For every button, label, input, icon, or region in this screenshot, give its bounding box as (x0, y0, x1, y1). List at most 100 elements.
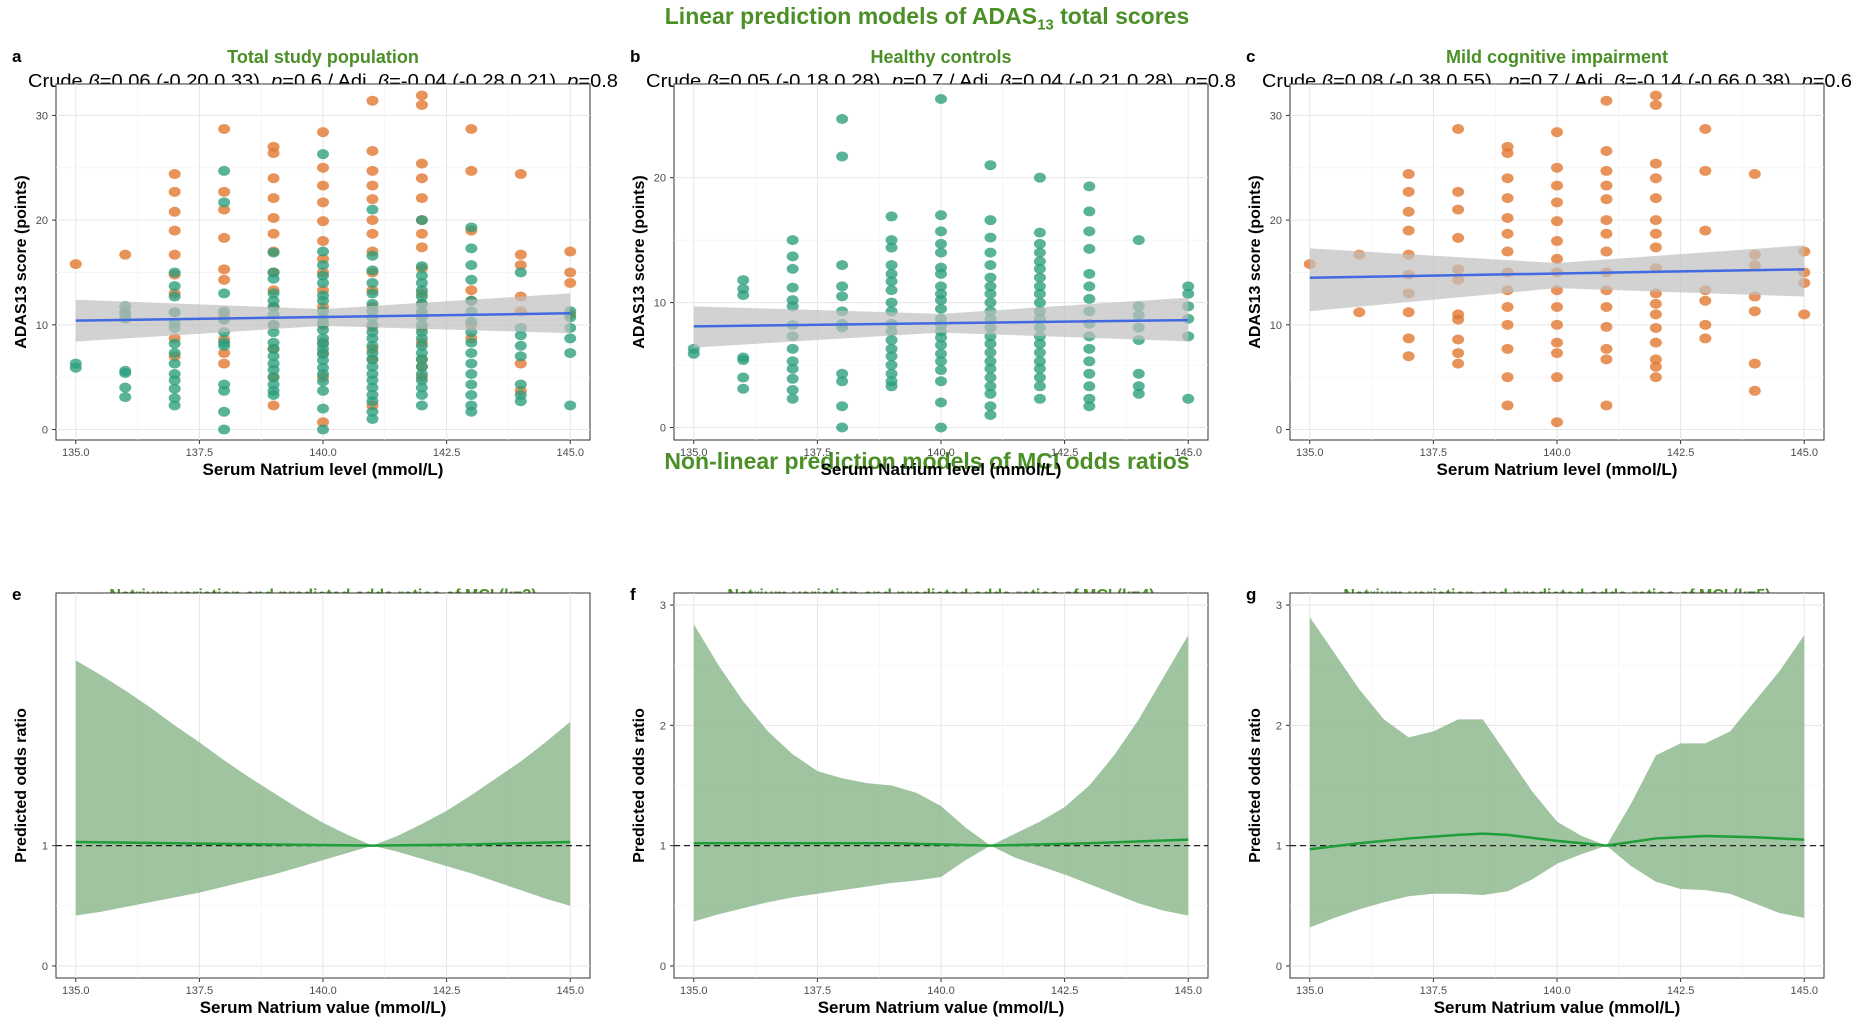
data-point (935, 356, 947, 367)
data-point (1083, 401, 1096, 412)
data-point (935, 340, 947, 351)
data-point (415, 215, 428, 226)
y-axis-label: Predicted odds ratio (631, 708, 648, 863)
y-tick-label: 0 (1276, 961, 1282, 973)
data-point (514, 358, 527, 369)
data-point (935, 247, 947, 258)
x-tick-label: 137.5 (186, 985, 214, 997)
data-point (1501, 246, 1514, 257)
x-tick-label: 145.0 (1174, 985, 1202, 997)
y-axis-label: Predicted odds ratio (1247, 708, 1264, 863)
data-point (935, 281, 947, 292)
x-tick-label: 142.5 (433, 985, 461, 997)
data-point (168, 186, 181, 197)
data-point (935, 238, 947, 249)
data-point (415, 270, 428, 281)
data-point (366, 215, 379, 226)
data-point (1649, 361, 1662, 372)
data-point (267, 343, 280, 354)
data-point (317, 162, 329, 173)
data-point (1600, 246, 1613, 257)
data-point (564, 267, 577, 278)
data-point (119, 382, 132, 393)
x-tick-label: 140.0 (927, 447, 955, 459)
data-point (885, 276, 898, 287)
data-point (415, 193, 428, 204)
data-point (119, 392, 132, 403)
x-axis-label: Serum Natrium level (mmol/L) (821, 460, 1062, 479)
data-point (168, 338, 181, 349)
data-point (1033, 238, 1046, 249)
data-point (415, 291, 428, 302)
data-point (1748, 385, 1761, 396)
data-point (267, 351, 280, 362)
data-point (1699, 124, 1712, 135)
x-tick-label: 140.0 (309, 985, 337, 997)
data-point (1748, 306, 1761, 317)
data-point (218, 406, 231, 417)
x-tick-label: 142.5 (1667, 985, 1695, 997)
data-point (465, 389, 478, 400)
data-point (1033, 393, 1046, 404)
x-tick-label: 140.0 (309, 447, 337, 459)
data-point (366, 396, 379, 407)
x-tick-label: 135.0 (680, 447, 708, 459)
data-point (218, 204, 231, 215)
data-point (885, 360, 898, 371)
data-point (1132, 381, 1145, 392)
data-point (984, 338, 997, 349)
data-point (366, 204, 379, 215)
data-point (1083, 243, 1096, 254)
data-point (168, 400, 181, 411)
y-tick-label: 20 (36, 215, 48, 227)
data-point (1452, 232, 1465, 243)
data-point (1798, 309, 1811, 320)
data-point (984, 260, 997, 271)
data-point (366, 194, 379, 205)
x-axis-label: Serum Natrium level (mmol/L) (1437, 460, 1678, 479)
data-point (317, 403, 329, 414)
data-point (1402, 206, 1415, 217)
data-point (786, 235, 799, 246)
x-tick-label: 137.5 (1420, 447, 1448, 459)
data-point (885, 285, 898, 296)
data-point (984, 281, 997, 292)
data-point (1600, 194, 1613, 205)
x-tick-label: 135.0 (680, 985, 708, 997)
data-point (1551, 319, 1563, 330)
data-point (415, 277, 428, 288)
data-point (1600, 215, 1613, 226)
data-point (984, 347, 997, 358)
data-point (1501, 173, 1514, 184)
data-point (168, 375, 181, 386)
data-point (267, 327, 280, 338)
x-tick-label: 135.0 (1296, 985, 1324, 997)
data-point (514, 340, 527, 351)
data-point (984, 272, 997, 283)
data-point (564, 277, 577, 288)
nonlinear-section-title: Non-linear prediction models of MCI odds… (664, 448, 1190, 474)
data-point (1649, 193, 1662, 204)
data-point (218, 186, 231, 197)
data-point (1182, 393, 1195, 404)
data-point (737, 372, 750, 383)
data-point (218, 358, 231, 369)
data-point (1452, 186, 1465, 197)
data-point (218, 385, 231, 396)
data-point (366, 146, 379, 157)
data-point (415, 333, 428, 344)
data-point (366, 250, 379, 261)
data-point (786, 363, 799, 374)
regression-line (75, 312, 571, 322)
y-axis-label: Predicted odds ratio (13, 708, 30, 863)
x-tick-label: 135.0 (62, 447, 90, 459)
data-point (1551, 236, 1563, 247)
data-point (317, 355, 329, 366)
data-point (1699, 225, 1712, 236)
data-point (687, 348, 700, 359)
data-point (935, 365, 947, 376)
data-point (1699, 319, 1712, 330)
data-point (69, 362, 82, 373)
confidence-band (1309, 617, 1805, 928)
data-point (465, 124, 478, 135)
